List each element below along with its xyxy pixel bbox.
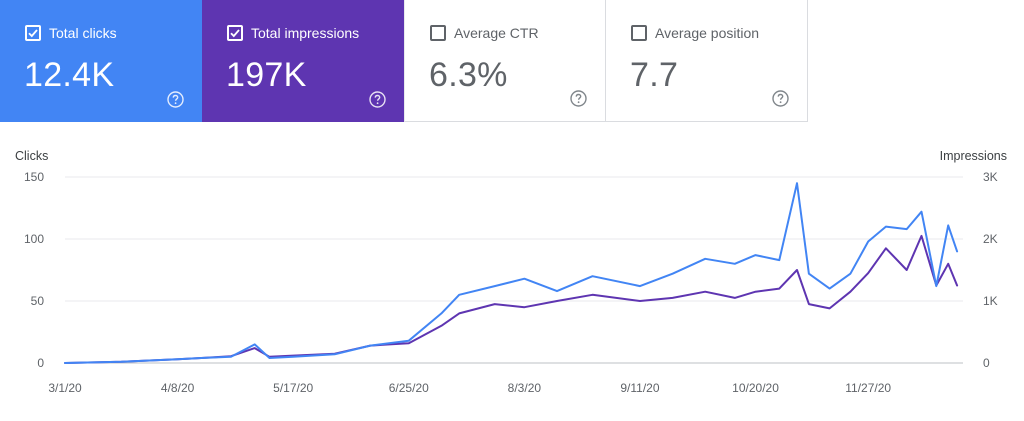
chart-gridlines (65, 176, 963, 364)
metric-card-header: Total clicks (25, 24, 117, 42)
metric-card-total-impressions[interactable]: Total impressions 197K (202, 0, 404, 122)
metric-value: 6.3% (429, 56, 508, 94)
metric-label: Average position (655, 25, 760, 41)
right-axis-tick-label: 3K (983, 170, 998, 184)
x-axis-tick-label: 8/3/20 (508, 381, 542, 395)
checkbox-icon[interactable] (227, 25, 243, 41)
left-axis-tick-label: 150 (24, 170, 44, 184)
metric-card-header: Total impressions (227, 24, 359, 42)
x-axis-tick-label: 6/25/20 (389, 381, 429, 395)
metric-label: Average CTR (454, 25, 539, 41)
metric-value: 12.4K (24, 56, 115, 94)
x-axis-tick-label: 9/11/20 (620, 381, 659, 395)
left-axis-tick-label: 100 (24, 232, 44, 246)
metric-card-header: Average position (631, 24, 759, 42)
metric-value: 7.7 (630, 56, 679, 94)
help-circle-icon[interactable] (570, 90, 587, 107)
checkbox-icon[interactable] (430, 25, 446, 41)
series-line-impressions (64, 234, 959, 364)
help-circle-icon[interactable] (772, 90, 789, 107)
metric-card-average-ctr[interactable]: Average CTR 6.3% (404, 0, 606, 122)
help-circle-icon[interactable] (167, 91, 184, 108)
x-axis-tick-label: 3/1/20 (48, 381, 82, 395)
right-axis-tick-label: 0 (983, 356, 990, 370)
chart-axes: 150 3K 100 2K 50 1K 0 0 Clicks Impressions 3/1/20 4… (15, 149, 1007, 395)
metric-cards: Total clicks 12.4K Total impressions 197… (0, 0, 808, 122)
left-axis-tick-label: 0 (37, 356, 44, 370)
chart-series (64, 182, 959, 364)
metric-label: Total clicks (49, 25, 117, 41)
help-circle-icon[interactable] (369, 91, 386, 108)
right-axis-tick-label: 2K (983, 232, 998, 246)
x-axis-tick-label: 4/8/20 (161, 381, 195, 395)
left-axis-title: Clicks (15, 149, 48, 163)
series-line-clicks (64, 182, 959, 364)
right-axis-tick-label: 1K (983, 294, 998, 308)
x-axis-tick-label: 5/17/20 (273, 381, 313, 395)
metric-card-average-position[interactable]: Average position 7.7 (606, 0, 808, 122)
metric-card-total-clicks[interactable]: Total clicks 12.4K (0, 0, 202, 122)
performance-chart[interactable]: 150 3K 100 2K 50 1K 0 0 Clicks Impressions 3/1/20 4… (0, 130, 1024, 406)
metric-label: Total impressions (251, 25, 360, 41)
x-axis-tick-label: 10/20/20 (732, 381, 779, 395)
metric-card-header: Average CTR (430, 24, 539, 42)
right-axis-title: Impressions (940, 149, 1007, 163)
checkbox-icon[interactable] (25, 25, 41, 41)
checkbox-icon[interactable] (631, 25, 647, 41)
x-axis-tick-label: 11/27/20 (845, 381, 891, 395)
left-axis-tick-label: 50 (31, 294, 45, 308)
metric-value: 197K (226, 56, 307, 94)
